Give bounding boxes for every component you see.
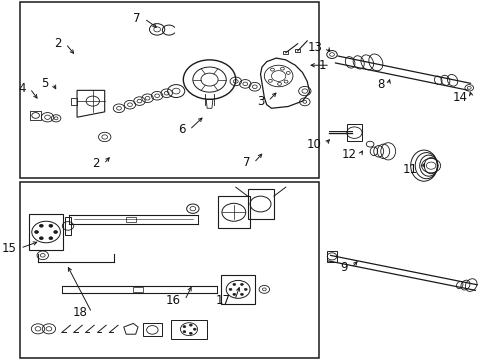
Text: 2: 2	[92, 157, 100, 170]
Text: 4: 4	[19, 82, 26, 95]
Circle shape	[40, 237, 43, 240]
Circle shape	[232, 293, 235, 296]
Circle shape	[35, 230, 39, 233]
Text: 13: 13	[307, 41, 322, 54]
Text: 7: 7	[242, 156, 249, 169]
Circle shape	[228, 288, 231, 291]
Circle shape	[40, 224, 43, 227]
Circle shape	[189, 332, 192, 334]
Text: 11: 11	[402, 163, 417, 176]
Text: 12: 12	[341, 148, 356, 161]
Text: 6: 6	[178, 123, 185, 136]
Circle shape	[189, 324, 192, 326]
Text: 14: 14	[452, 91, 467, 104]
Text: 17: 17	[216, 294, 230, 307]
Circle shape	[244, 288, 246, 291]
Circle shape	[193, 328, 196, 330]
Circle shape	[49, 237, 53, 240]
Text: 7: 7	[133, 12, 140, 25]
Text: 18: 18	[73, 306, 88, 319]
Text: 15: 15	[1, 242, 17, 255]
Circle shape	[183, 325, 185, 328]
Circle shape	[183, 330, 185, 333]
Circle shape	[49, 224, 53, 227]
Circle shape	[240, 283, 243, 285]
Text: 5: 5	[41, 77, 49, 90]
Circle shape	[54, 230, 58, 233]
Text: 16: 16	[165, 294, 181, 307]
Text: 3: 3	[256, 95, 264, 108]
Text: 9: 9	[340, 261, 347, 274]
Text: 1: 1	[318, 59, 325, 72]
Circle shape	[232, 283, 235, 285]
Text: 10: 10	[306, 138, 321, 150]
Text: 8: 8	[376, 78, 384, 91]
Circle shape	[240, 293, 243, 296]
Text: 2: 2	[54, 37, 61, 50]
